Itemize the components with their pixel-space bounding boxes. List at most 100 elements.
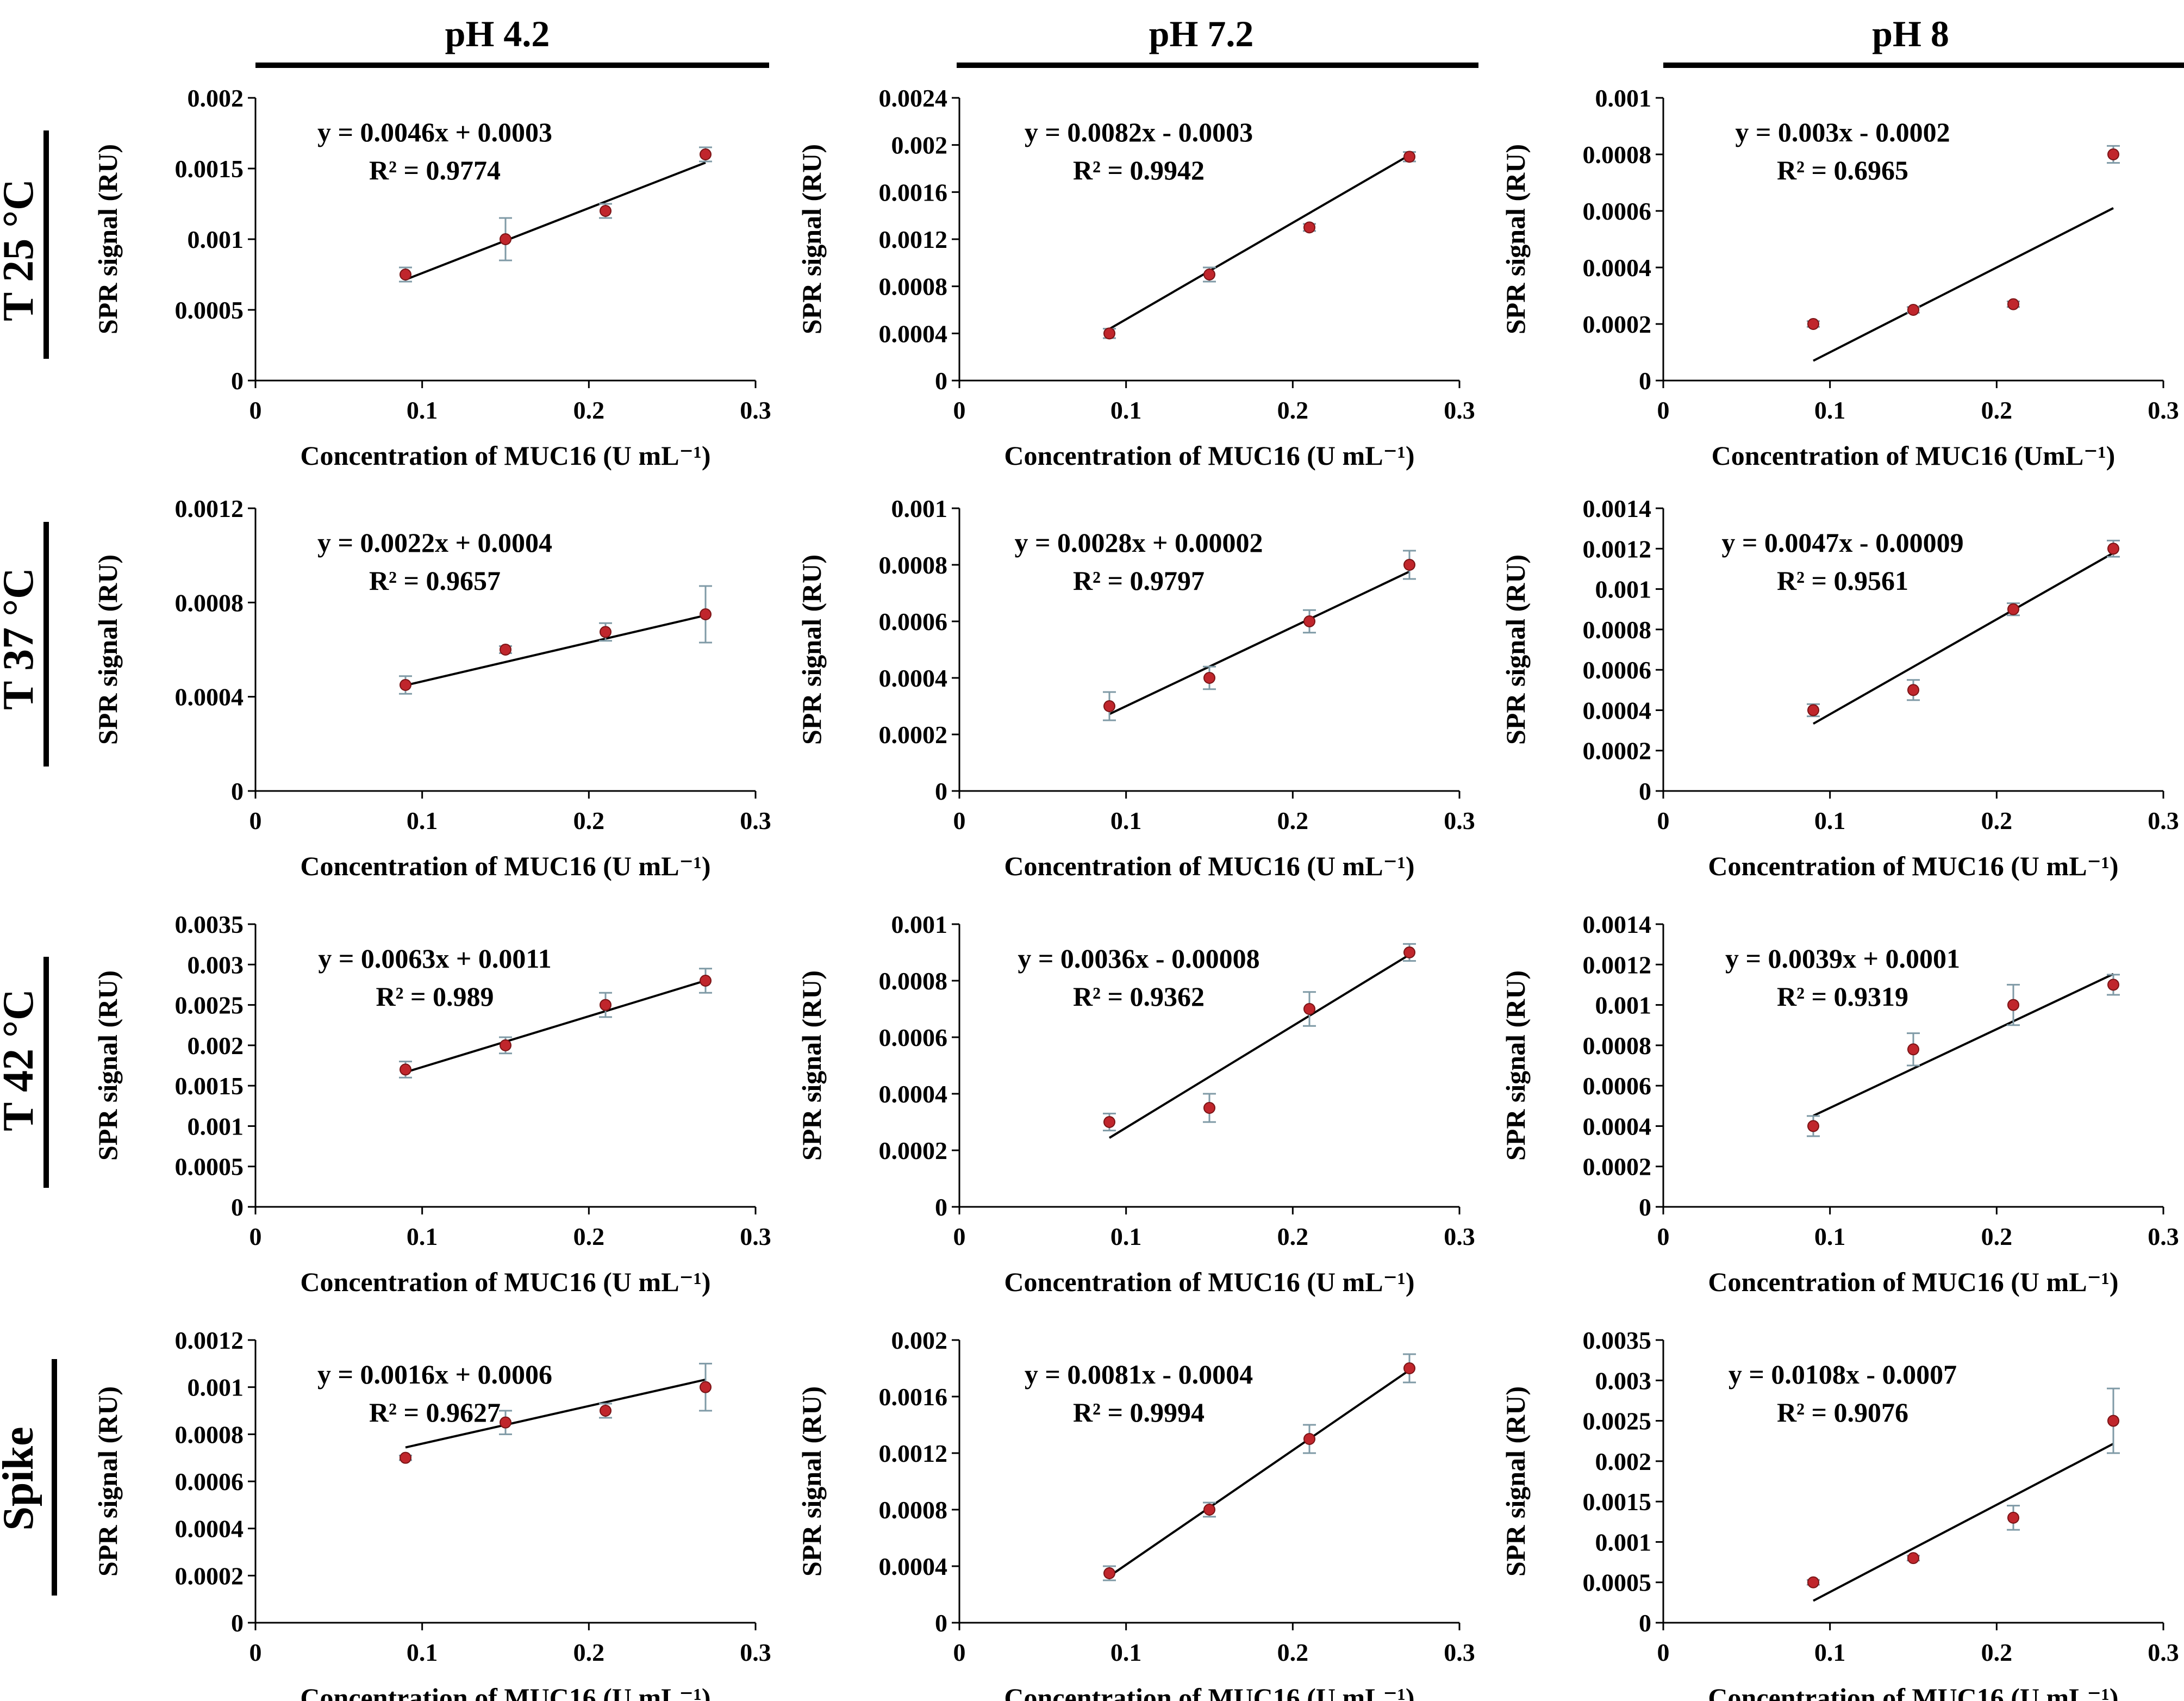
data-point — [400, 1451, 411, 1464]
y-tick-label: 0.001 — [891, 495, 948, 522]
y-tick-label: 0.0004 — [175, 1515, 244, 1543]
chart-panel-r2-c0: 0 0.1 0.2 0.3 0 0.0005 0.001 0.0015 0.002 0.0025 0… — [92, 911, 771, 1297]
y-tick-label: 0.0002 — [1583, 737, 1652, 765]
row-header-label: T 42 °C — [0, 989, 42, 1131]
y-tick-label: 0 — [935, 777, 947, 805]
data-point — [1303, 221, 1315, 234]
column-header-ph-4-2: pH 4.2 — [255, 13, 769, 68]
y-tick-label: 0.0016 — [879, 178, 948, 206]
y-tick-label: 0.003 — [1595, 1367, 1652, 1394]
x-tick-label: 0.1 — [1110, 1638, 1142, 1666]
x-tick-label: 0 — [1657, 1223, 1670, 1250]
x-axis-label: Concentration of MUC16 (U mL⁻¹) — [300, 440, 710, 471]
data-point — [400, 269, 411, 281]
row-header-spike: Spike — [0, 1359, 57, 1596]
data-point — [500, 644, 511, 656]
y-tick-label: 0.001 — [891, 911, 948, 938]
y-tick-label: 0.002 — [891, 132, 948, 159]
data-point — [600, 1405, 611, 1417]
y-tick-label: 0.0004 — [1583, 1112, 1652, 1140]
chart-panel-r3-c1: 0 0.1 0.2 0.3 0 0.0004 0.0008 0.0012 0.0016 0.002… — [796, 1326, 1475, 1701]
y-axis-label: SPR signal (RU) — [796, 1386, 827, 1577]
y-tick-label: 0 — [1639, 1609, 1651, 1637]
data-point — [600, 205, 611, 217]
chart-panels: 0 0.1 0.2 0.3 0 0.0005 0.001 0.0015 0.002 Concent… — [92, 84, 2179, 1701]
y-tick-label: 0.0012 — [879, 226, 948, 253]
x-axis-label: Concentration of MUC16 (U mL⁻¹) — [300, 1267, 710, 1297]
y-axis-label: SPR signal (RU) — [796, 144, 827, 334]
y-tick-label: 0.0004 — [175, 683, 244, 711]
trendline — [405, 1378, 706, 1449]
x-tick-label: 0.1 — [407, 396, 438, 424]
chart-panel-r0-c1: 0 0.1 0.2 0.3 0 0.0004 0.0008 0.0012 0.0016 0.002… — [796, 84, 1475, 471]
data-point — [1303, 1433, 1315, 1445]
data-point — [500, 233, 511, 245]
data-point — [2007, 1511, 2019, 1524]
trendline-equation: y = 0.003x - 0.0002 — [1735, 117, 1950, 147]
y-axis-label: SPR signal (RU) — [796, 554, 827, 745]
x-tick-label: 0.3 — [740, 807, 771, 834]
x-tick-label: 0.2 — [573, 396, 605, 424]
y-tick-label: 0.0008 — [175, 1420, 244, 1448]
x-tick-label: 0.1 — [1814, 1223, 1846, 1250]
y-tick-label: 0.0008 — [1583, 1032, 1652, 1060]
chart-panel-r0-c2: 0 0.1 0.2 0.3 0 0.0002 0.0004 0.0006 0.0008 0.001… — [1500, 84, 2179, 471]
chart-panel-r3-c0: 0 0.1 0.2 0.3 0 0.0002 0.0004 0.0006 0.0008 0.001… — [92, 1326, 771, 1701]
x-axis-label: Concentration of MUC16 (UmL⁻¹) — [1712, 440, 2116, 471]
y-tick-label: 0.001 — [1595, 84, 1652, 112]
y-tick-label: 0 — [1639, 777, 1651, 805]
x-axis-label: Concentration of MUC16 (U mL⁻¹) — [300, 851, 710, 881]
x-tick-label: 0.1 — [1110, 396, 1142, 424]
data-point — [1807, 704, 1819, 716]
y-tick-label: 0.0004 — [879, 1553, 948, 1580]
y-tick-label: 0.0025 — [175, 992, 244, 1019]
data-point — [2107, 979, 2119, 991]
x-axis-label: Concentration of MUC16 (U mL⁻¹) — [1708, 851, 2118, 881]
trendline-r2: R² = 0.9942 — [1073, 155, 1205, 185]
x-tick-label: 0 — [953, 807, 966, 834]
trendline-r2: R² = 0.9362 — [1073, 981, 1205, 1012]
x-tick-label: 0 — [249, 807, 262, 834]
column-header-ph-8: pH 8 — [1663, 13, 2184, 68]
column-header-ph-7-2: pH 7.2 — [957, 13, 1478, 68]
x-axis-label: Concentration of MUC16 (U mL⁻¹) — [300, 1683, 710, 1701]
column-header-label: pH 4.2 — [445, 13, 550, 54]
trendline — [405, 161, 706, 281]
x-tick-label: 0.2 — [573, 1223, 605, 1250]
y-tick-label: 0.0014 — [1583, 495, 1652, 522]
y-tick-label: 0.0008 — [175, 589, 244, 616]
x-axis-label: Concentration of MUC16 (U mL⁻¹) — [1004, 851, 1414, 881]
chart-panel-r3-c2: 0 0.1 0.2 0.3 0 0.0005 0.001 0.0015 0.002 0.0025 0… — [1500, 1326, 2179, 1701]
data-point — [1203, 1504, 1215, 1516]
data-point — [1403, 559, 1415, 571]
y-tick-label: 0.001 — [188, 1374, 244, 1401]
data-point — [2107, 543, 2119, 555]
data-point — [2107, 148, 2119, 160]
x-tick-label: 0.2 — [1981, 1223, 2013, 1250]
trendline — [1108, 1369, 1411, 1578]
trendline-equation: y = 0.0081x - 0.0004 — [1025, 1359, 1253, 1390]
y-tick-label: 0.0006 — [1583, 1072, 1652, 1100]
chart-panel-r1-c2: 0 0.1 0.2 0.3 0 0.0002 0.0004 0.0006 0.0008 0.001… — [1500, 495, 2179, 881]
x-axis-label: Concentration of MUC16 (U mL⁻¹) — [1004, 1267, 1414, 1297]
data-point — [700, 975, 712, 987]
row-header-t37: T 37 °C — [0, 522, 49, 767]
y-tick-label: 0.0005 — [175, 296, 244, 324]
y-tick-label: 0.0004 — [1583, 254, 1652, 282]
y-tick-label: 0.0002 — [879, 721, 948, 749]
x-tick-label: 0.1 — [1814, 1638, 1846, 1666]
y-tick-label: 0.0006 — [175, 1468, 244, 1496]
data-point — [1907, 304, 1919, 316]
trendline-equation: y = 0.0047x - 0.00009 — [1721, 527, 1963, 558]
y-tick-label: 0.0012 — [175, 495, 244, 522]
trendline — [1108, 954, 1411, 1139]
y-tick-label: 0.001 — [1595, 576, 1652, 603]
trendline-r2: R² = 0.9774 — [369, 155, 501, 185]
y-axis-label: SPR signal (RU) — [92, 144, 123, 334]
data-point — [1203, 269, 1215, 281]
trendline-r2: R² = 0.9797 — [1073, 565, 1205, 596]
x-axis-label: Concentration of MUC16 (U mL⁻¹) — [1708, 1267, 2118, 1297]
y-tick-label: 0 — [231, 777, 244, 805]
data-point — [1103, 1567, 1115, 1579]
